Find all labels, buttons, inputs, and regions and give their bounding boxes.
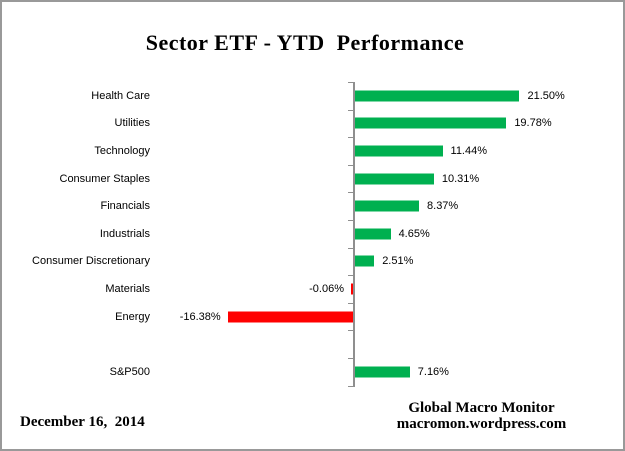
- category-label: Utilities: [114, 117, 150, 130]
- bar: [355, 228, 391, 240]
- axis-tick: [348, 358, 353, 359]
- bar: [355, 366, 410, 378]
- category-label: Health Care: [91, 89, 150, 102]
- category-label: Consumer Staples: [59, 172, 151, 185]
- axis-tick: [348, 192, 353, 194]
- axis-tick: [348, 385, 353, 387]
- bar: [355, 200, 420, 212]
- axis-tick: [348, 82, 353, 83]
- axis-tick: [348, 220, 353, 221]
- bar-row: Technology 11.44%: [2, 137, 623, 165]
- chart-title: Sector ETF - YTD Performance: [145, 30, 465, 55]
- axis-tick: [348, 247, 353, 249]
- bar: [355, 173, 434, 185]
- bar-row: [2, 330, 623, 358]
- value-label: -0.06%: [309, 282, 344, 295]
- category-label: Consumer Discretionary: [32, 255, 150, 268]
- value-label: -16.38%: [179, 310, 221, 323]
- value-label: 7.16%: [417, 365, 449, 378]
- bar: [355, 255, 375, 267]
- bar-row: Financials 8.37%: [2, 192, 623, 220]
- bar: [227, 311, 353, 323]
- bar-row: Energy -16.38%: [2, 303, 623, 331]
- category-axis-line: [353, 82, 355, 387]
- axis-tick: [348, 109, 353, 111]
- bar-row: S&P500 7.16%: [2, 358, 623, 386]
- category-label: Technology: [94, 144, 150, 157]
- bar-row: Industrials 4.65%: [2, 220, 623, 248]
- axis-tick: [348, 302, 353, 304]
- footer-credit: Global Macro Monitor macromon.wordpress.…: [379, 400, 584, 432]
- category-label: Energy: [115, 310, 150, 323]
- axis-tick: [348, 164, 353, 166]
- axis-tick: [348, 137, 353, 139]
- bar: [355, 117, 507, 129]
- value-label: 2.51%: [382, 255, 414, 268]
- category-label: S&P500: [109, 365, 150, 378]
- footer-date: December 16, 2014: [20, 414, 145, 430]
- credit-line-2: macromon.wordpress.com: [396, 416, 567, 432]
- category-label: Financials: [100, 200, 150, 213]
- bar: [351, 283, 353, 295]
- category-label: Industrials: [99, 227, 150, 240]
- value-label: 11.44%: [450, 144, 488, 157]
- bar-row: Consumer Discretionary 2.51%: [2, 248, 623, 276]
- bar-row: Consumer Staples 10.31%: [2, 165, 623, 193]
- axis-tick: [348, 330, 353, 332]
- bar: [355, 90, 520, 102]
- category-label: Materials: [105, 282, 150, 295]
- value-label: 19.78%: [514, 117, 552, 130]
- value-label: 21.50%: [527, 89, 565, 102]
- plot-area: Health Care 21.50% Utilities 19.78% Technolo…: [2, 82, 623, 387]
- bar-row: Materials -0.06%: [2, 275, 623, 303]
- credit-line-1: Global Macro Monitor: [408, 400, 555, 416]
- bar: [355, 145, 443, 157]
- bar-row: Health Care 21.50%: [2, 82, 623, 110]
- value-label: 10.31%: [441, 172, 480, 185]
- bar-row: Utilities 19.78%: [2, 110, 623, 138]
- value-label: 4.65%: [398, 227, 430, 240]
- value-label: 8.37%: [427, 200, 459, 213]
- axis-tick: [348, 275, 353, 277]
